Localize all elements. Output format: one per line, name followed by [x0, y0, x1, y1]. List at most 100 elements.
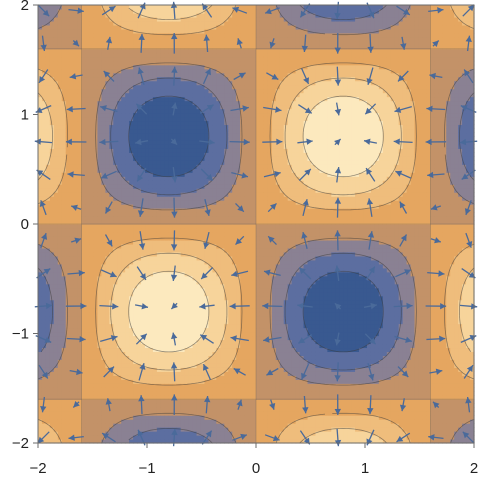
- heat-cell: [172, 224, 178, 229]
- heat-cell: [97, 435, 103, 440]
- heat-cell: [117, 36, 122, 42]
- heat-cell: [77, 5, 83, 10]
- heat-cell: [45, 8, 51, 14]
- heat-cell: [208, 363, 213, 368]
- heat-cell: [61, 327, 67, 333]
- heat-cell: [57, 383, 63, 388]
- heat-cell: [145, 104, 150, 110]
- heat-cell: [41, 339, 47, 345]
- heat-cell: [145, 243, 150, 249]
- heat-cell: [97, 40, 103, 46]
- heat-cell: [61, 355, 67, 360]
- heat-cell: [109, 427, 114, 432]
- heat-cell: [204, 188, 210, 193]
- heat-cell: [148, 343, 154, 349]
- heat-cell: [81, 427, 87, 432]
- heat-cell: [97, 72, 103, 78]
- heat-cell: [77, 375, 83, 380]
- heat-cell: [38, 391, 43, 396]
- heat-cell: [57, 224, 63, 229]
- heat-cell: [69, 124, 75, 130]
- heat-cell: [196, 403, 202, 408]
- heat-cell: [133, 407, 138, 412]
- heat-cell: [160, 419, 166, 424]
- heat-cell: [129, 88, 134, 94]
- heat-cell: [53, 375, 59, 380]
- heat-cell: [176, 40, 182, 46]
- heat-cell: [188, 363, 194, 368]
- heat-cell: [121, 12, 126, 18]
- heat-cell: [73, 287, 79, 293]
- heat-cell: [125, 152, 130, 157]
- heat-cell: [81, 92, 87, 98]
- heat-cell: [45, 263, 51, 269]
- heat-cell: [93, 267, 99, 273]
- heat-cell: [160, 32, 166, 38]
- heat-cell: [89, 247, 95, 253]
- heat-cell: [141, 28, 146, 34]
- heat-cell: [101, 76, 106, 82]
- heat-cell: [192, 307, 198, 313]
- heat-cell: [125, 184, 130, 189]
- heat-cell: [105, 48, 110, 54]
- heat-cell: [41, 375, 47, 380]
- heat-cell: [117, 72, 122, 78]
- heat-cell: [105, 204, 110, 209]
- heat-cell: [125, 8, 130, 14]
- heat-cell: [168, 307, 174, 313]
- heat-cell: [145, 407, 150, 412]
- heat-cell: [38, 212, 43, 217]
- heat-cell: [61, 363, 67, 368]
- heat-cell: [204, 220, 210, 225]
- heat-cell: [38, 72, 43, 78]
- heat-cell: [212, 140, 217, 145]
- heat-cell: [77, 343, 83, 349]
- heat-cell: [141, 235, 146, 241]
- heat-cell: [77, 239, 83, 245]
- heat-cell: [65, 12, 71, 18]
- heat-cell: [101, 156, 106, 161]
- heat-cell: [38, 56, 43, 62]
- heat-cell: [164, 383, 170, 388]
- heat-cell: [85, 60, 91, 66]
- heat-cell: [129, 76, 134, 82]
- heat-cell: [77, 216, 83, 221]
- heat-cell: [81, 116, 87, 122]
- heat-cell: [109, 16, 114, 22]
- heat-cell: [73, 243, 79, 249]
- heat-cell: [188, 411, 194, 416]
- heat-cell: [176, 299, 182, 305]
- heat-cell: [65, 212, 71, 217]
- heat-cell: [216, 419, 221, 424]
- heat-cell: [172, 379, 178, 384]
- heat-cell: [93, 259, 99, 265]
- heat-cell: [152, 156, 158, 161]
- heat-cell: [81, 259, 87, 265]
- heat-cell: [180, 104, 186, 110]
- heat-cell: [93, 383, 99, 388]
- heat-cell: [85, 407, 91, 412]
- heat-cell: [81, 124, 87, 130]
- heat-cell: [85, 32, 91, 38]
- heat-cell: [208, 144, 213, 149]
- heat-cell: [156, 92, 162, 98]
- heat-cell: [49, 287, 55, 293]
- heat-cell: [208, 216, 213, 221]
- heat-cell: [81, 331, 87, 337]
- heat-cell: [172, 40, 178, 46]
- heat-cell: [81, 5, 87, 10]
- heat-cell: [85, 224, 91, 229]
- heat-cell: [53, 439, 59, 444]
- heat-cell: [152, 16, 158, 22]
- heat-cell: [145, 208, 150, 213]
- heat-cell: [180, 64, 186, 70]
- heat-cell: [180, 48, 186, 54]
- heat-cell: [45, 52, 51, 58]
- heat-cell: [208, 287, 213, 293]
- heat-cell: [105, 40, 110, 46]
- heat-cell: [168, 247, 174, 253]
- heat-cell: [81, 160, 87, 165]
- heat-cell: [49, 323, 55, 329]
- heat-cell: [125, 351, 130, 356]
- heat-cell: [133, 148, 138, 153]
